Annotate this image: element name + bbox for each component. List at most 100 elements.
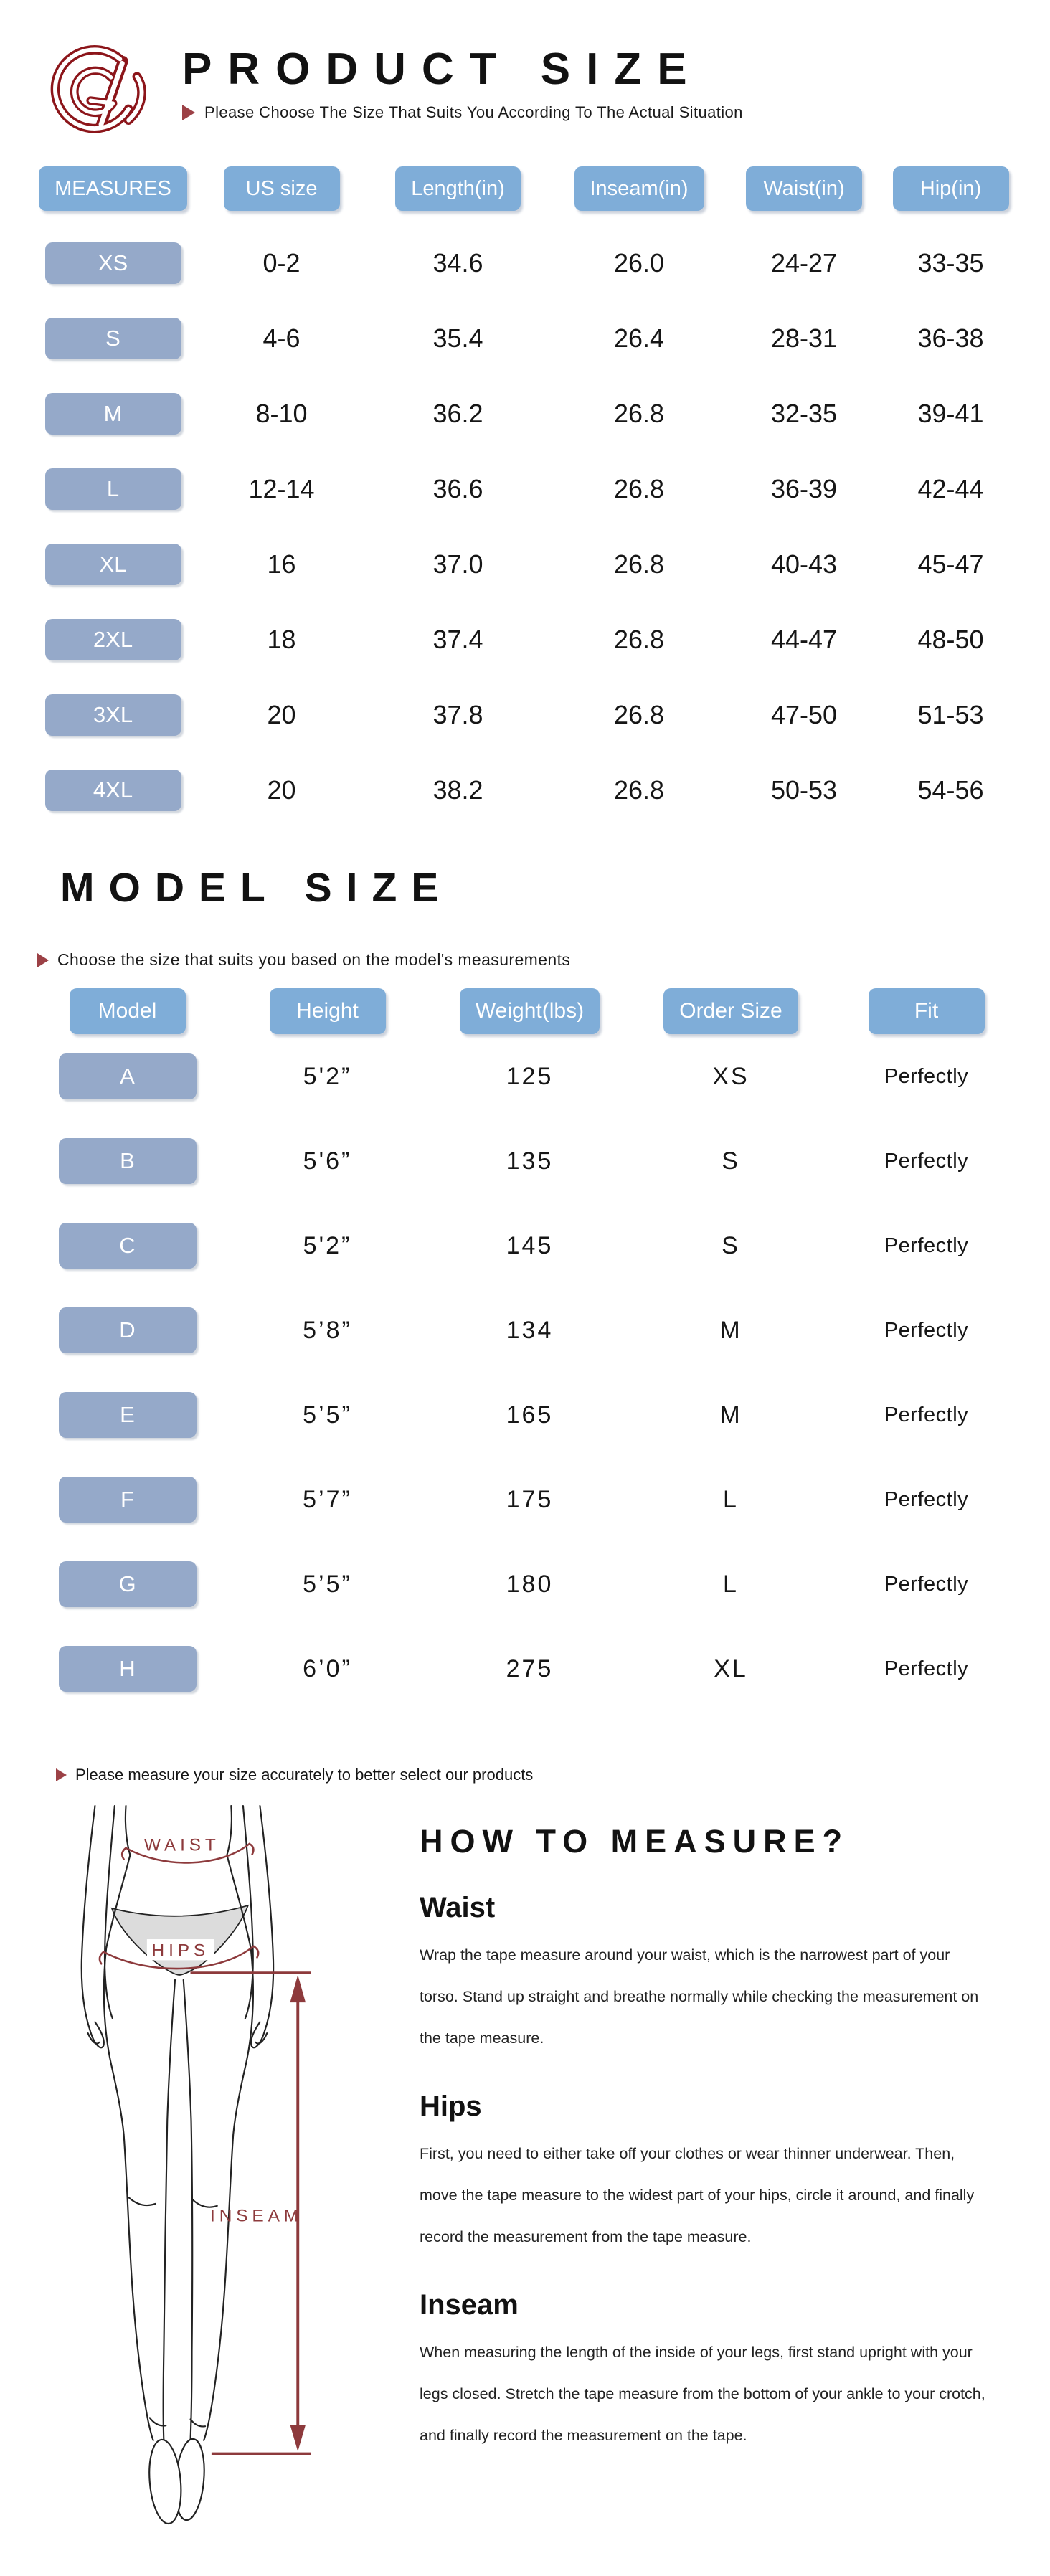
us-size-value: 0-2 [262, 247, 301, 278]
inseam-value: 26.0 [613, 247, 665, 278]
table-row: L 12-14 36.6 26.8 36-39 42-44 [29, 451, 1021, 526]
us-size-value: 4-6 [262, 323, 301, 353]
inseam-value: 26.4 [613, 323, 665, 353]
arrow-bullet-icon [56, 1768, 67, 1781]
column-header-measures: MEASURES [39, 166, 187, 211]
inseam-heading: Inseam [420, 2289, 519, 2321]
hip-value: 42-44 [917, 473, 984, 503]
table-row: D 5’8” 134 M Perfectly [29, 1288, 1021, 1373]
length-value: 36.2 [432, 398, 483, 428]
length-value: 35.4 [432, 323, 483, 353]
order-size-value: L [723, 1570, 739, 1598]
table-row: A 5'2” 125 XS Perfectly [29, 1034, 1021, 1119]
waist-label: WAIST [144, 1836, 220, 1855]
fit-value: Perfectly [884, 1572, 969, 1596]
inseam-label: INSEAM [210, 2206, 303, 2225]
brand-logo-icon [50, 45, 146, 133]
column-header-hip: Hip(in) [892, 166, 1009, 211]
hip-value: 45-47 [917, 549, 984, 579]
column-header-height: Height [269, 988, 386, 1034]
size-pill: S [44, 317, 181, 359]
inseam-arrow [190, 1971, 311, 2456]
table-row: 3XL 20 37.8 26.8 47-50 51-53 [29, 677, 1021, 752]
model-pill: C [58, 1223, 197, 1269]
column-header-inseam: Inseam(in) [574, 166, 704, 211]
order-size-value: M [719, 1401, 742, 1429]
model-pill: F [58, 1477, 197, 1523]
body-measurement-diagram: WAIST HIPS INSEAM [80, 1805, 311, 2525]
column-header-waist: Waist(in) [746, 166, 862, 211]
inseam-value: 26.8 [613, 473, 665, 503]
fit-value: Perfectly [884, 1487, 969, 1511]
table-row: S 4-6 35.4 26.4 28-31 36-38 [29, 300, 1021, 376]
weight-value: 135 [506, 1147, 554, 1175]
hip-value: 36-38 [917, 323, 984, 353]
waist-value: 47-50 [770, 699, 838, 729]
length-value: 34.6 [432, 247, 483, 278]
height-value: 5’5” [303, 1570, 352, 1598]
measure-note-row: Please measure your size accurately to b… [56, 1766, 1050, 1784]
page-title: PRODUCT SIZE [182, 44, 703, 94]
us-size-value: 8-10 [255, 398, 308, 428]
inseam-instructions: When measuring the length of the inside … [420, 2344, 985, 2444]
length-value: 37.8 [432, 699, 483, 729]
size-pill: 3XL [44, 693, 181, 736]
size-pill: XS [44, 242, 181, 284]
fit-value: Perfectly [884, 1233, 969, 1257]
column-header-fit: Fit [868, 988, 985, 1034]
weight-value: 275 [506, 1654, 554, 1682]
height-value: 5’5” [303, 1401, 352, 1429]
page-subtitle-row: Please Choose The Size That Suits You Ac… [182, 103, 743, 122]
height-value: 5’7” [303, 1485, 352, 1513]
height-value: 6’0” [303, 1654, 352, 1682]
height-value: 5'6” [303, 1147, 352, 1175]
page-header: PRODUCT SIZE Please Choose The Size That… [0, 0, 1050, 142]
us-size-value: 16 [267, 549, 296, 579]
how-to-measure-title: HOW TO MEASURE? [420, 1823, 850, 1860]
hip-value: 33-35 [917, 247, 984, 278]
order-size-value: L [723, 1485, 739, 1513]
weight-value: 180 [506, 1570, 554, 1598]
measurement-annotations [98, 1842, 260, 1970]
model-table-header-row: Model Height Weight(lbs) Order Size Fit [29, 988, 1021, 1034]
length-value: 37.0 [432, 549, 483, 579]
table-row: C 5'2” 145 S Perfectly [29, 1203, 1021, 1288]
column-header-model: Model [69, 988, 186, 1034]
inseam-value: 26.8 [613, 699, 665, 729]
table-row: 2XL 18 37.4 26.8 44-47 48-50 [29, 602, 1021, 677]
inseam-value: 26.8 [613, 775, 665, 805]
body-outline [80, 1805, 275, 2441]
column-header-us-size: US size [223, 166, 340, 211]
length-value: 37.4 [432, 624, 483, 654]
table-row: E 5’5” 165 M Perfectly [29, 1373, 1021, 1457]
waist-instructions: Wrap the tape measure around your waist,… [420, 1946, 979, 2047]
table-row: H 6’0” 275 XL Perfectly [29, 1626, 1021, 1711]
waist-value: 32-35 [770, 398, 838, 428]
table-row: B 5'6” 135 S Perfectly [29, 1119, 1021, 1203]
model-pill: A [58, 1053, 197, 1099]
arrow-bullet-icon [37, 952, 49, 967]
waist-value: 40-43 [770, 549, 838, 579]
inseam-value: 26.8 [613, 549, 665, 579]
waist-value: 44-47 [770, 624, 838, 654]
hip-value: 48-50 [917, 624, 984, 654]
hip-value: 51-53 [917, 699, 984, 729]
us-size-value: 18 [267, 624, 296, 654]
hips-heading: Hips [420, 2090, 482, 2122]
column-header-order-size: Order Size [663, 988, 798, 1034]
hip-value: 39-41 [917, 398, 984, 428]
model-size-subtitle: Choose the size that suits you based on … [57, 950, 571, 969]
model-pill: D [58, 1307, 197, 1353]
size-pill: 2XL [44, 618, 181, 660]
order-size-value: XS [712, 1062, 749, 1090]
table-row: M 8-10 36.2 26.8 32-35 39-41 [29, 376, 1021, 451]
weight-value: 134 [506, 1316, 554, 1344]
us-size-value: 20 [267, 775, 296, 805]
table-row: F 5’7” 175 L Perfectly [29, 1457, 1021, 1542]
order-size-value: M [719, 1316, 742, 1344]
model-table-body: A 5'2” 125 XS Perfectly B 5'6” 135 S Per… [29, 1034, 1021, 1711]
order-size-value: S [722, 1231, 740, 1259]
model-pill: H [58, 1646, 197, 1692]
inseam-value: 26.8 [613, 624, 665, 654]
